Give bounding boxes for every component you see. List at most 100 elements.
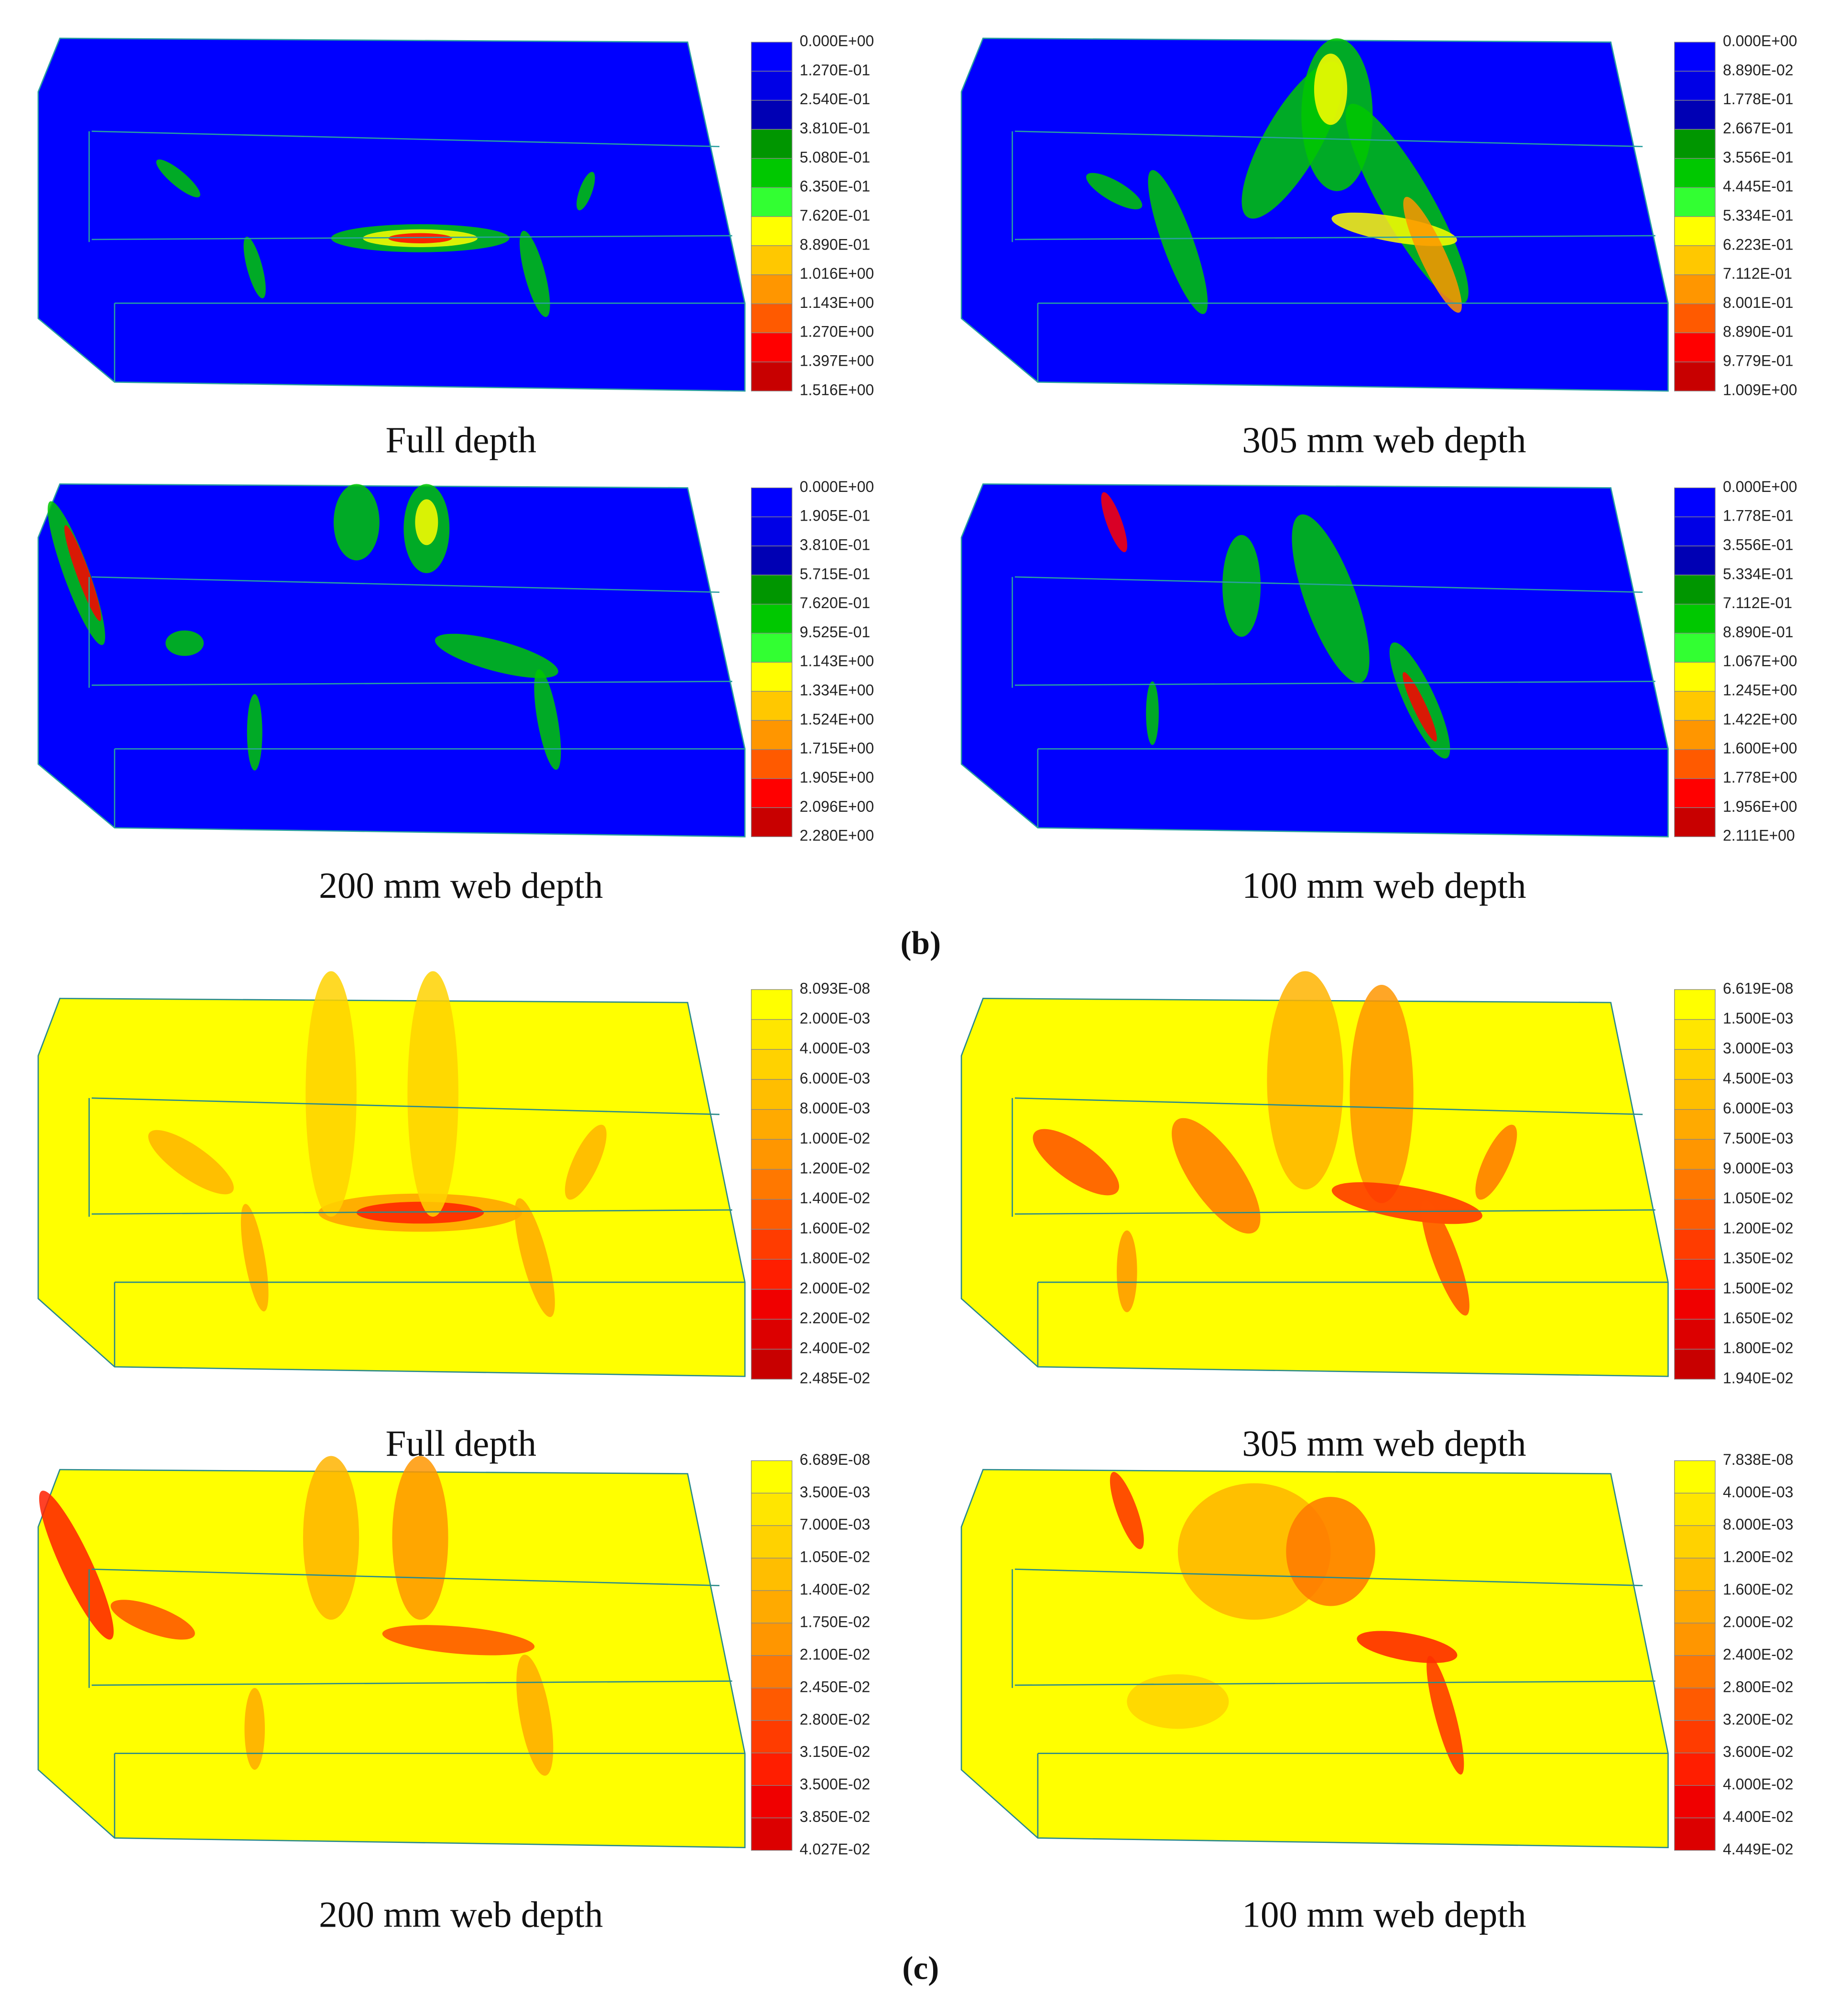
contour-zone xyxy=(392,1456,448,1620)
beam xyxy=(37,483,746,838)
legend-label: 3.150E-02 xyxy=(800,1743,870,1760)
legend-swatch xyxy=(751,187,793,217)
contour-zone xyxy=(1110,1471,1144,1549)
legend-swatch xyxy=(1674,1493,1716,1526)
legend-swatch xyxy=(1674,1049,1716,1080)
legend-label: 6.619E-08 xyxy=(1723,980,1793,997)
beam-edge xyxy=(91,1569,720,1586)
legend-swatch xyxy=(1674,1109,1716,1140)
legend-label: 1.334E+00 xyxy=(800,682,874,699)
contour-zone xyxy=(1172,1118,1261,1234)
legend-swatch xyxy=(1674,1558,1716,1591)
legend-label: 2.100E-02 xyxy=(800,1645,870,1663)
legend-swatch xyxy=(1674,1655,1716,1689)
contour-zone xyxy=(303,1456,359,1620)
contour-zone xyxy=(156,159,200,197)
legend-label: 2.485E-02 xyxy=(800,1369,870,1386)
beam-edge xyxy=(91,1680,732,1686)
legend-swatch xyxy=(1674,1229,1716,1260)
legend-label: 1.016E+00 xyxy=(800,265,874,282)
panel-label: (b) xyxy=(901,924,941,961)
legend-swatch xyxy=(1674,575,1716,605)
contour-zone xyxy=(1475,1124,1517,1200)
legend-swatch xyxy=(751,1169,793,1200)
legend-label: 4.000E-02 xyxy=(1723,1776,1793,1793)
legend-label: 1.500E-02 xyxy=(1723,1279,1793,1297)
contour-zone xyxy=(1421,1199,1470,1316)
contour-zone xyxy=(240,1204,269,1312)
contour-zone xyxy=(1146,681,1159,745)
legend-swatch xyxy=(751,1289,793,1320)
legend-swatch xyxy=(1674,71,1716,101)
legend-label: 1.600E+00 xyxy=(1723,740,1797,757)
legend-swatch xyxy=(1674,274,1716,305)
legend-swatch xyxy=(1674,1688,1716,1721)
contour-zone xyxy=(1331,1182,1482,1224)
legend-label: 2.540E-01 xyxy=(800,90,870,108)
legend-swatch xyxy=(1674,1349,1716,1380)
legend-label: 1.650E-02 xyxy=(1723,1309,1793,1327)
legend-label: 5.715E-01 xyxy=(800,565,870,582)
legend-label: 5.080E-01 xyxy=(800,149,870,166)
legend-label: 1.905E+00 xyxy=(800,769,874,786)
beam-edge xyxy=(91,680,732,686)
legend-swatch xyxy=(751,778,793,808)
legend-swatch xyxy=(1674,545,1716,576)
legend-swatch xyxy=(1674,42,1716,72)
legend-label: 7.500E-03 xyxy=(1723,1130,1793,1147)
legend-label: 1.143E+00 xyxy=(800,653,874,670)
legend-swatch xyxy=(1674,1079,1716,1110)
legend-swatch xyxy=(751,662,793,692)
legend-label: 1.270E-01 xyxy=(800,61,870,78)
legend-label: 7.000E-03 xyxy=(800,1516,870,1533)
legend-label: 4.500E-03 xyxy=(1723,1069,1793,1087)
contour-zone xyxy=(305,971,357,1217)
legend-label: 6.000E-03 xyxy=(1723,1100,1793,1117)
contour-zone xyxy=(1314,54,1348,125)
legend-label: 8.000E-03 xyxy=(800,1100,870,1117)
legend-swatch xyxy=(1674,604,1716,634)
legend-swatch xyxy=(1674,1019,1716,1050)
legend-swatch xyxy=(1674,749,1716,779)
contour-zone xyxy=(1117,1230,1137,1312)
legend-label: 6.689E-08 xyxy=(800,1451,870,1468)
contour-zone xyxy=(520,230,550,317)
contour-zone xyxy=(247,694,262,771)
legend-swatch xyxy=(751,1019,793,1050)
legend-label: 7.112E-01 xyxy=(1723,265,1792,282)
legend-label: 0.000E+00 xyxy=(800,33,874,50)
legend-swatch xyxy=(751,1460,793,1494)
legend-swatch xyxy=(1674,1785,1716,1819)
legend-swatch xyxy=(751,245,793,275)
legend-label: 7.620E-01 xyxy=(800,207,870,224)
beam-edge xyxy=(1014,1097,1643,1115)
legend-label: 2.000E-03 xyxy=(800,1010,870,1027)
legend-label: 5.334E-01 xyxy=(1723,565,1793,582)
contour-zone xyxy=(415,499,438,545)
contour-zone xyxy=(1033,1129,1120,1196)
legend-label: 1.600E-02 xyxy=(1723,1581,1793,1598)
legend-swatch xyxy=(751,332,793,362)
legend-label: 2.280E+00 xyxy=(800,827,874,844)
contour-zone xyxy=(165,630,204,656)
legend-swatch xyxy=(1674,1590,1716,1624)
contour-zone xyxy=(1101,492,1127,553)
legend-label: 6.223E-01 xyxy=(1723,236,1793,253)
contour-zone xyxy=(435,633,558,678)
legend-label: 1.600E-02 xyxy=(800,1220,870,1237)
legend-label: 1.050E-02 xyxy=(1723,1189,1793,1207)
legend-label: 3.600E-02 xyxy=(1723,1743,1793,1760)
legend-swatch xyxy=(751,720,793,750)
legend-swatch xyxy=(751,274,793,305)
beam-edge xyxy=(1014,235,1655,240)
contour-zone xyxy=(1267,971,1344,1190)
legend-swatch xyxy=(751,1655,793,1689)
contour-zone xyxy=(39,1491,114,1640)
legend-label: 3.500E-03 xyxy=(800,1483,870,1501)
contour-zone xyxy=(356,1201,484,1224)
legend-swatch xyxy=(751,604,793,634)
contour-zone xyxy=(388,233,452,243)
legend-label: 4.400E-02 xyxy=(1723,1808,1793,1825)
legend-swatch xyxy=(751,1049,793,1080)
caption: 200 mm web depth xyxy=(319,1894,603,1935)
